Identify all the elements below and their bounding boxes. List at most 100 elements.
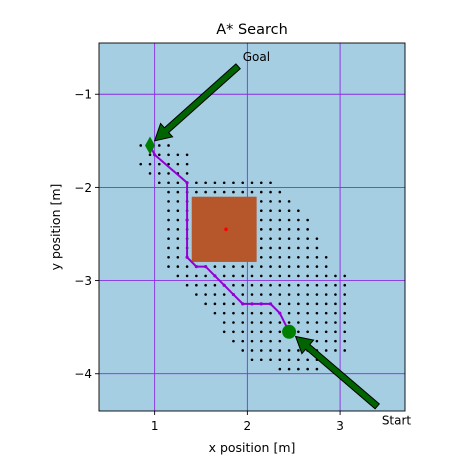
explored-node (167, 190, 170, 194)
explored-node (343, 274, 347, 278)
explored-node (287, 302, 291, 306)
explored-node (297, 228, 300, 231)
explored-node (167, 172, 170, 175)
goal-arrow (153, 63, 241, 142)
explored-node (278, 246, 282, 250)
explored-node (157, 181, 161, 185)
explored-node (232, 274, 235, 278)
explored-node (269, 246, 272, 250)
explored-node (213, 293, 217, 296)
explored-node (195, 293, 198, 296)
explored-node (269, 311, 272, 315)
explored-node (278, 237, 282, 240)
explored-node (278, 283, 282, 287)
explored-node (269, 330, 272, 334)
path-point (194, 264, 198, 269)
explored-node (269, 237, 272, 240)
explored-node (167, 237, 170, 240)
explored-node (241, 274, 245, 278)
explored-node (185, 274, 189, 278)
explored-node (324, 321, 328, 324)
explored-node (315, 311, 319, 315)
explored-node (222, 181, 226, 185)
path-point (153, 153, 157, 157)
explored-node (297, 321, 300, 324)
x-tick-label: 3 (336, 419, 344, 433)
explored-node (287, 274, 291, 278)
explored-node (278, 200, 282, 203)
explored-node (259, 311, 263, 315)
explored-node (167, 228, 170, 231)
explored-node (259, 274, 263, 278)
explored-node (232, 311, 235, 315)
explored-node (241, 321, 245, 324)
x-axis-label: x position [m] (209, 440, 296, 455)
explored-node (306, 246, 309, 250)
explored-node (167, 255, 170, 259)
x-tick-label: 2 (244, 419, 252, 433)
explored-node (195, 274, 198, 278)
explored-node (167, 162, 170, 166)
explored-node (297, 265, 300, 268)
explored-node (204, 274, 207, 278)
path-point (278, 311, 282, 315)
axes-frame (98, 42, 406, 412)
explored-node (343, 321, 347, 324)
explored-node (167, 200, 170, 203)
explored-node (306, 265, 309, 268)
explored-node (185, 153, 189, 157)
obstacle-center-point (224, 227, 228, 232)
explored-node (213, 265, 217, 268)
explored-node (185, 172, 189, 175)
explored-node (334, 293, 337, 296)
explored-node (250, 358, 254, 362)
explored-node (315, 283, 319, 287)
path-point (250, 302, 254, 306)
explored-node (315, 293, 319, 296)
explored-node (157, 162, 161, 166)
explored-node (297, 367, 300, 371)
explored-node (204, 190, 207, 194)
explored-node (334, 349, 337, 352)
explored-node (306, 274, 309, 278)
explored-node (269, 218, 272, 222)
explored-node (278, 228, 282, 231)
explored-node (297, 218, 300, 222)
explored-node (306, 321, 309, 324)
explored-node (167, 209, 170, 212)
explored-node (315, 339, 319, 343)
explored-node (334, 339, 337, 343)
explored-node (222, 190, 226, 194)
explored-node (259, 209, 263, 212)
path-point (222, 283, 226, 287)
explored-node (269, 339, 272, 343)
explored-node (176, 265, 180, 268)
explored-node (287, 367, 291, 371)
explored-node (269, 274, 272, 278)
explored-node (334, 311, 337, 315)
explored-node (195, 283, 198, 287)
explored-node (269, 255, 272, 259)
explored-node (139, 144, 143, 147)
explored-node (278, 190, 282, 194)
explored-node (222, 274, 226, 278)
explored-node (334, 274, 337, 278)
explored-node (269, 283, 272, 287)
y-tick-label: −2 (74, 181, 92, 195)
path-point (185, 181, 189, 185)
explored-node (204, 181, 207, 185)
path-point (231, 292, 236, 297)
explored-node (259, 293, 263, 296)
axis-ticks: 1 2 3 −1 −2 −3 −4 (74, 88, 344, 433)
explored-node (287, 228, 291, 231)
explored-node (269, 209, 272, 212)
explored-node (213, 283, 217, 287)
explored-node (287, 246, 291, 250)
start-marker (282, 324, 297, 339)
explored-node (297, 358, 300, 362)
explored-node (259, 228, 263, 231)
path-point (241, 302, 245, 306)
explored-node (306, 255, 309, 259)
explored-node (278, 255, 282, 259)
explored-node (139, 162, 143, 166)
